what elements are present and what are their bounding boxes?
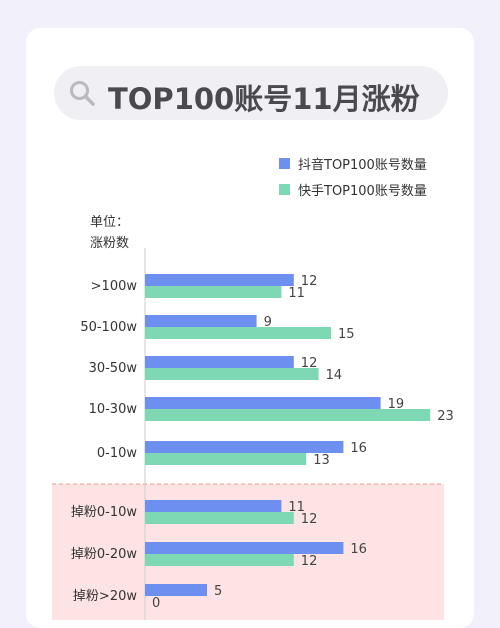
bar <box>145 397 381 409</box>
legend-swatch-douyin <box>279 157 290 169</box>
data-label: 12 <box>301 274 318 289</box>
unit-label-line-1: 单位： <box>90 215 130 230</box>
bar <box>145 584 207 596</box>
data-label: 13 <box>313 453 330 468</box>
bar <box>145 274 294 286</box>
y-tick-label: 0-10w <box>97 446 138 461</box>
data-label: 15 <box>338 327 355 342</box>
data-label: 9 <box>264 315 272 330</box>
search-icon <box>70 81 95 106</box>
bar <box>145 512 294 524</box>
bar <box>145 356 294 368</box>
y-tick-label: 掉粉0-10w <box>71 505 138 520</box>
data-label: 23 <box>437 409 454 424</box>
data-label: 12 <box>301 554 318 569</box>
data-label: 11 <box>288 286 305 301</box>
chart-title: TOP100账号11月涨粉 <box>108 82 420 116</box>
legend-label-kuaishou: 快手TOP100账号数量 <box>298 183 427 199</box>
bar <box>145 441 344 453</box>
data-label: 16 <box>350 542 367 557</box>
legend-label-douyin: 抖音TOP100账号数量 <box>298 157 427 173</box>
y-tick-label: >100w <box>91 279 138 294</box>
title-search-bar: TOP100账号11月涨粉 <box>54 66 448 120</box>
bar <box>145 327 331 339</box>
data-label: 11 <box>288 500 305 515</box>
y-tick-label: 50-100w <box>80 320 137 335</box>
data-label: 12 <box>301 356 318 371</box>
y-tick-label: 掉粉0-20w <box>71 547 138 562</box>
bar <box>145 409 431 421</box>
data-label: 0 <box>152 596 160 611</box>
data-label: 16 <box>350 441 367 456</box>
y-tick-label: 30-50w <box>89 361 138 376</box>
bar <box>145 542 344 554</box>
bar <box>145 453 307 465</box>
y-tick-label: 掉粉>20w <box>73 589 137 604</box>
unit-label: 单位： 涨粉数 <box>90 212 129 254</box>
data-label: 5 <box>214 584 222 599</box>
legend-item-douyin: 抖音TOP100账号数量 <box>279 154 427 173</box>
bar <box>145 554 294 566</box>
y-tick-label: 10-30w <box>89 402 138 417</box>
unit-label-line-2: 涨粉数 <box>90 236 130 251</box>
bar <box>145 500 282 512</box>
data-label: 14 <box>326 368 343 383</box>
bar <box>145 315 257 327</box>
bar <box>145 286 282 298</box>
data-label: 12 <box>301 512 318 527</box>
legend-item-kuaishou: 快手TOP100账号数量 <box>279 180 427 199</box>
data-label: 19 <box>388 397 405 412</box>
bar <box>145 368 319 380</box>
legend-swatch-kuaishou <box>279 183 290 195</box>
